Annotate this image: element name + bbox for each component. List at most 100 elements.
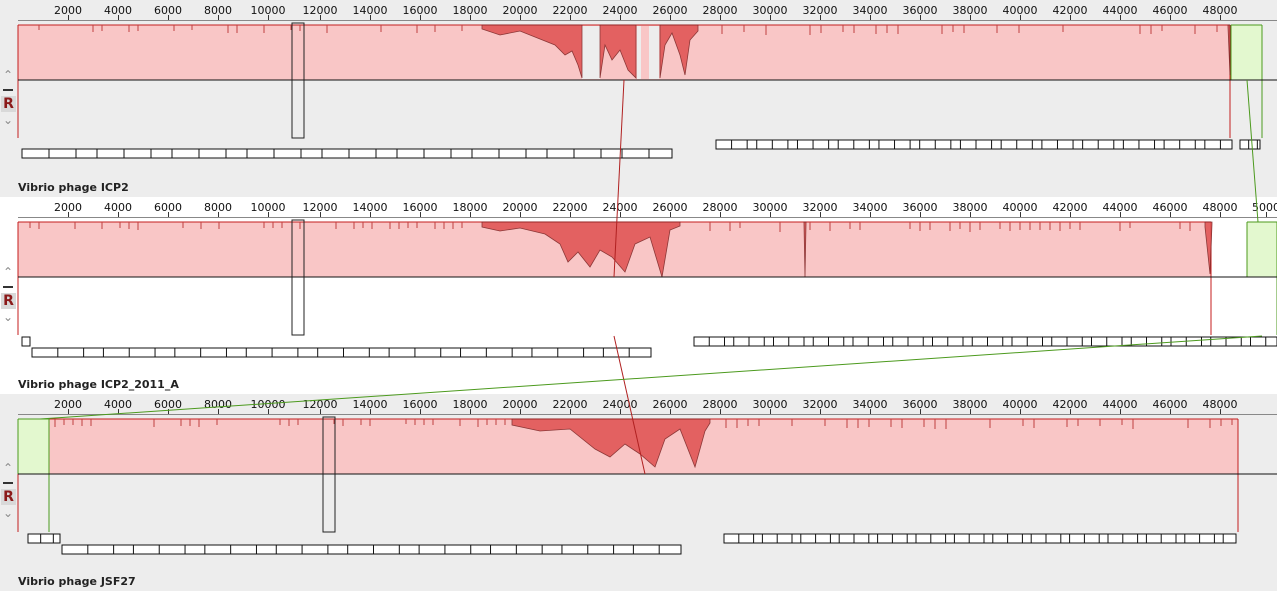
ruler-tick-mark [268, 212, 269, 217]
ruler-tick-label: 16000 [402, 201, 438, 214]
ruler-tick-label: 26000 [652, 4, 688, 17]
ruler-tick-mark [870, 15, 871, 20]
ruler-tick-label: 46000 [1152, 4, 1188, 17]
shift-down-icon[interactable]: ⌄ [2, 506, 14, 520]
ruler-tick-label: 20000 [502, 201, 538, 214]
ruler-tick-label: 22000 [552, 201, 588, 214]
ruler-tick-label: 5000 [1252, 201, 1277, 214]
ruler-tick-mark [520, 212, 521, 217]
ruler-tick-mark [570, 212, 571, 217]
ruler-tick-label: 34000 [852, 201, 888, 214]
ruler-tick-mark [218, 15, 219, 20]
shift-down-icon[interactable]: ⌄ [2, 310, 14, 324]
genome-name-2: Vibrio phage ICP2_2011_A [18, 378, 179, 391]
ruler-tick-label: 30000 [752, 4, 788, 17]
ruler-tick-label: 12000 [302, 201, 338, 214]
reverse-button[interactable]: R [1, 293, 16, 309]
ruler-tick-label: 44000 [1102, 4, 1138, 17]
ruler-tick-label: 8000 [204, 201, 232, 214]
ruler-tick-mark [870, 409, 871, 414]
ruler-tick-label: 10000 [250, 201, 286, 214]
ruler-tick-mark [1070, 409, 1071, 414]
separator-icon [3, 482, 13, 484]
ruler-tick-mark [68, 212, 69, 217]
ruler-tick-mark [168, 212, 169, 217]
ruler-tick-mark [1266, 212, 1267, 217]
reverse-button[interactable]: R [1, 96, 16, 112]
ruler-tick-mark [670, 212, 671, 217]
ruler-tick-mark [1020, 212, 1021, 217]
ruler-tick-label: 48000 [1202, 201, 1238, 214]
ruler-tick-mark [320, 212, 321, 217]
ruler-tick-mark [1220, 15, 1221, 20]
ruler-tick-mark [420, 212, 421, 217]
ruler-2: 2000 4000 6000 8000 10000 12000 14000 16000 1800… [18, 197, 1277, 218]
ruler-tick-mark [370, 15, 371, 20]
ruler-tick-mark [1120, 15, 1121, 20]
ruler-tick-mark [268, 15, 269, 20]
ruler-tick-mark [670, 409, 671, 414]
ruler-tick-label: 16000 [402, 4, 438, 17]
reverse-button[interactable]: R [1, 489, 16, 505]
ruler-tick-mark [970, 409, 971, 414]
ruler-tick-mark [1170, 212, 1171, 217]
shift-up-icon[interactable]: ⌃ [2, 265, 14, 279]
ruler-tick-label: 32000 [802, 4, 838, 17]
ruler-3: 2000 4000 6000 8000 10000 12000 14000 16000 1800… [18, 394, 1277, 415]
ruler-tick-label: 8000 [204, 4, 232, 17]
ruler-tick-mark [820, 212, 821, 217]
ruler-tick-label: 12000 [302, 4, 338, 17]
ruler-tick-mark [68, 15, 69, 20]
ruler-tick-mark [1020, 15, 1021, 20]
ruler-tick-label: 32000 [802, 201, 838, 214]
separator-icon [3, 286, 13, 288]
ruler-tick-label: 4000 [104, 201, 132, 214]
ruler-tick-mark [268, 409, 269, 414]
ruler-tick-label: 6000 [154, 4, 182, 17]
ruler-tick-mark [770, 15, 771, 20]
ruler-tick-mark [118, 15, 119, 20]
ruler-tick-label: 48000 [1202, 4, 1238, 17]
ruler-tick-mark [420, 15, 421, 20]
ruler-tick-label: 18000 [452, 201, 488, 214]
shift-up-icon[interactable]: ⌃ [2, 461, 14, 475]
ruler-tick-label: 30000 [752, 201, 788, 214]
separator-icon [3, 89, 13, 91]
ruler-tick-mark [1020, 409, 1021, 414]
ruler-tick-mark [570, 15, 571, 20]
ruler-tick-label: 14000 [352, 4, 388, 17]
shift-up-icon[interactable]: ⌃ [2, 68, 14, 82]
ruler-tick-mark [68, 409, 69, 414]
ruler-tick-mark [720, 15, 721, 20]
ruler-tick-mark [420, 409, 421, 414]
ruler-tick-label: 36000 [902, 201, 938, 214]
ruler-tick-label: 46000 [1152, 201, 1188, 214]
ruler-tick-mark [470, 409, 471, 414]
ruler-tick-mark [1170, 15, 1171, 20]
ruler-tick-mark [670, 15, 671, 20]
ruler-tick-mark [870, 212, 871, 217]
ruler-tick-mark [1220, 409, 1221, 414]
genome-panel-2: 2000 4000 6000 8000 10000 12000 14000 16000 1800… [0, 197, 1277, 394]
ruler-tick-mark [920, 15, 921, 20]
ruler-tick-mark [1120, 212, 1121, 217]
ruler-tick-mark [370, 409, 371, 414]
ruler-tick-mark [1220, 212, 1221, 217]
ruler-tick-mark [1070, 15, 1071, 20]
ruler-tick-mark [320, 409, 321, 414]
ruler-tick-label: 14000 [352, 201, 388, 214]
ruler-tick-mark [570, 409, 571, 414]
ruler-tick-label: 40000 [1002, 201, 1038, 214]
genome-panel-1: 2000 4000 6000 8000 10000 12000 14000 16000 1800… [0, 0, 1277, 197]
ruler-tick-mark [720, 212, 721, 217]
ruler-tick-mark [1120, 409, 1121, 414]
ruler-tick-label: 36000 [902, 4, 938, 17]
ruler-tick-mark [168, 409, 169, 414]
shift-down-icon[interactable]: ⌄ [2, 113, 14, 127]
ruler-tick-label: 40000 [1002, 4, 1038, 17]
ruler-tick-label: 42000 [1052, 4, 1088, 17]
ruler-tick-label: 2000 [54, 4, 82, 17]
ruler-tick-mark [470, 15, 471, 20]
ruler-tick-label: 22000 [552, 4, 588, 17]
genome-name-1: Vibrio phage ICP2 [18, 181, 129, 194]
